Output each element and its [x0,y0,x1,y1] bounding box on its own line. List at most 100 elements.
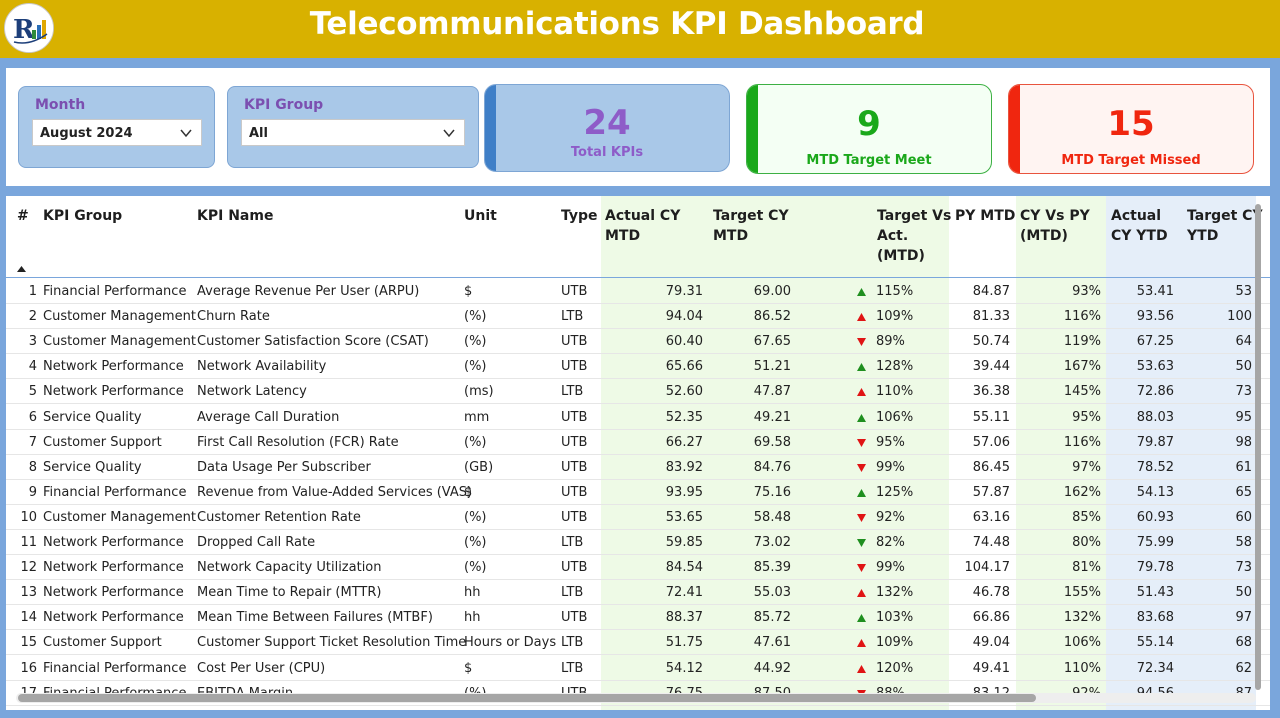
cell-cy-vs-py: 85% [1072,509,1101,525]
col-header-num[interactable]: # [17,208,29,224]
table-row[interactable]: 8 Service Quality Data Usage Per Subscribe… [6,455,1270,480]
horizontal-scrollbar[interactable] [18,694,1036,702]
cell-target-cy-ytd: 50 [1235,359,1252,375]
cell-target-cy-ytd: 61 [1235,459,1252,475]
table-row[interactable]: 3 Customer Management Customer Satisfactio… [6,329,1270,355]
table-row[interactable]: 7 Customer Support First Call Resolution (… [6,430,1270,455]
card-accent [485,85,496,171]
cell-num: 12 [20,560,37,576]
table-row[interactable]: 2 Customer Management Churn Rate (%) LTB 94.… [6,304,1270,330]
cell-actual-cy-ytd: 75.99 [1136,535,1174,550]
cell-cy-vs-py: 119% [1063,334,1101,350]
cell-kpi-name: Network Availability [197,359,327,375]
table-row[interactable]: 16 Financial Performance Cost Per User (CP… [6,656,1270,681]
cell-cy-vs-py: 132% [1063,610,1101,626]
table-row[interactable]: 13 Network Performance Mean Time to Repair… [6,580,1270,606]
cell-target-cy-mtd: 44.92 [753,660,791,676]
cell-actual-cy-mtd: 88.37 [665,610,703,626]
cell-target-cy-ytd: 95 [1235,409,1252,425]
cell-cy-vs-py: 106% [1063,635,1101,651]
col-header-type[interactable]: Type [561,208,598,224]
card-accent [1009,85,1020,173]
table-row[interactable]: 4 Network Performance Network Availability… [6,354,1270,380]
cell-target-cy-mtd: 47.87 [753,384,791,400]
cell-actual-cy-ytd: 51.43 [1136,585,1174,601]
cell-target-cy-ytd: 73 [1235,560,1252,576]
cell-num: 3 [28,334,37,350]
cell-unit: (%) [464,509,487,525]
cell-py-mtd: 57.87 [972,484,1010,500]
cell-target-cy-ytd: 73 [1235,384,1252,400]
filter-panel: Month August 2024 KPI Group All 24 Total… [6,68,1270,186]
table-row[interactable]: 9 Financial Performance Revenue from Value… [6,480,1270,505]
cell-target-vs-act: 109% [876,309,914,325]
cell-py-mtd: 66.86 [972,610,1010,626]
cell-num: 1 [28,284,37,299]
col-header-target-vs-act[interactable]: Target Vs Act. (MTD) [877,206,951,266]
cell-cy-vs-py: 97% [1072,459,1101,475]
cell-cy-vs-py: 80% [1072,535,1101,550]
triangle-up-icon [857,488,866,497]
cell-kpi-group: Customer Management [43,509,196,525]
kpi-table: # KPI Group KPI Name Unit Type Actual CY… [6,196,1270,710]
vertical-scrollbar[interactable] [1255,204,1261,690]
header-line: CY Vs PY [1020,208,1090,224]
col-header-kpi-group[interactable]: KPI Group [43,208,123,224]
cell-target-cy-ytd: 98 [1235,434,1252,450]
cell-target-cy-ytd: 53 [1235,284,1252,299]
table-row[interactable]: 14 Network Performance Mean Time Between F… [6,605,1270,631]
ytd-column-band [1106,196,1256,710]
col-header-target-cy-mtd[interactable]: Target CY MTD [713,206,789,246]
cell-unit: (%) [464,309,487,325]
header-line: (MTD) [877,248,925,264]
row-divider [6,303,1270,304]
cell-kpi-group: Customer Management [43,334,196,350]
col-header-kpi-name[interactable]: KPI Name [197,208,274,224]
cell-unit: $ [464,660,473,676]
cell-target-cy-mtd: 69.58 [753,434,791,450]
col-header-target-cy-ytd[interactable]: Target CY YTD [1187,206,1263,246]
table-row[interactable]: 6 Service Quality Average Call Duration mm U… [6,405,1270,430]
cell-kpi-group: Customer Support [43,434,162,450]
row-divider [6,554,1270,555]
triangle-up-icon [857,288,866,296]
month-dropdown[interactable]: August 2024 [32,119,202,146]
table-row[interactable]: 5 Network Performance Network Latency (ms)… [6,379,1270,405]
col-header-cy-vs-py[interactable]: CY Vs PY (MTD) [1020,206,1090,246]
table-row[interactable]: 11 Network Performance Dropped Call Rate (… [6,530,1270,555]
sort-ascending-icon[interactable] [17,266,26,272]
kpi-group-value: All [249,126,268,141]
kpi-group-dropdown[interactable]: All [241,119,465,146]
cell-unit: (%) [464,535,487,550]
chevron-down-icon [180,129,192,138]
cell-cy-vs-py: 116% [1063,309,1101,325]
cell-unit: $ [464,284,473,299]
col-header-unit[interactable]: Unit [464,208,497,224]
cell-kpi-group: Customer Management [43,309,196,325]
cell-cy-vs-py: 93% [1072,284,1101,299]
cell-target-cy-mtd: 75.16 [753,484,791,500]
cell-actual-cy-ytd: 53.63 [1136,359,1174,375]
header-line: CY YTD [1111,228,1168,244]
col-header-actual-cy-mtd[interactable]: Actual CY MTD [605,206,680,246]
cell-actual-cy-mtd: 79.31 [665,284,703,299]
total-kpis-label: Total KPIs [570,145,644,160]
table-row[interactable]: 15 Customer Support Customer Support Ticke… [6,630,1270,656]
col-header-actual-cy-ytd[interactable]: Actual CY YTD [1111,206,1168,246]
triangle-down-icon [857,463,866,472]
table-row[interactable]: 1 Financial Performance Average Revenue Pe… [6,279,1270,304]
cell-kpi-name: Data Usage Per Subscriber [197,459,371,475]
table-row[interactable]: 10 Customer Management Customer Retention … [6,505,1270,530]
cell-target-cy-ytd: 50 [1235,585,1252,601]
cell-unit: hh [464,610,481,626]
col-header-py-mtd[interactable]: PY MTD [955,208,1016,224]
triangle-up-icon [857,639,866,648]
row-divider [6,453,1270,455]
cell-cy-vs-py: 155% [1063,585,1101,601]
table-row[interactable]: 12 Network Performance Network Capacity Ut… [6,555,1270,581]
cell-unit: (GB) [464,459,494,475]
month-value: August 2024 [40,126,133,141]
cell-target-vs-act: 132% [876,585,914,601]
chevron-down-icon [443,129,455,138]
cyvpy-column-band [1016,196,1106,710]
